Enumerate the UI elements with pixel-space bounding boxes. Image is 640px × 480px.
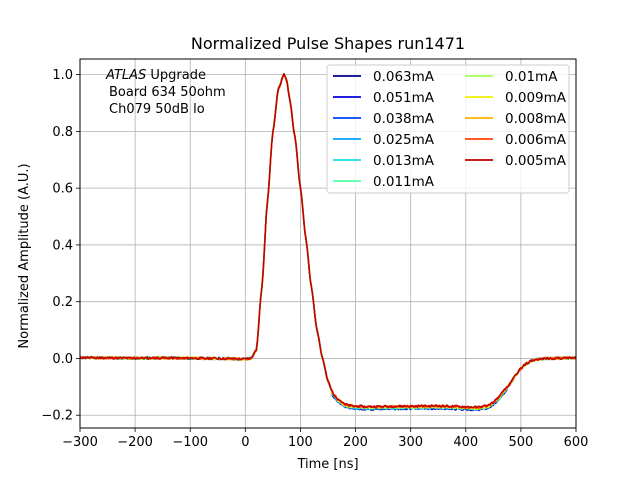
- axes-frame: [79, 58, 577, 429]
- annotation-line-3: Ch079 50dB lo: [109, 102, 205, 117]
- legend-label: 0.013mA: [373, 153, 435, 169]
- x-tick-label: 400: [453, 435, 478, 450]
- legend-box: [326, 64, 570, 194]
- y-tick-label: 0.8: [52, 125, 73, 140]
- legend-label: 0.011mA: [373, 174, 435, 190]
- y-axis-label: Normalized Amplitude (A.U.): [17, 163, 32, 348]
- legend-label: 0.025mA: [373, 132, 435, 148]
- x-tick-label: 600: [564, 435, 589, 450]
- x-tick-label: 500: [508, 435, 533, 450]
- legend-label: 0.01mA: [505, 69, 558, 85]
- series-layer: [79, 72, 577, 412]
- legend-label: 0.051mA: [373, 90, 435, 106]
- legend-label: 0.006mA: [505, 132, 567, 148]
- legend-label: 0.008mA: [505, 111, 567, 127]
- x-tick-label: 200: [343, 435, 368, 450]
- legend: 0.063mA 0.051mA 0.038mA 0.025mA 0.013mA 0.011…: [326, 64, 570, 194]
- y-tick-label: 0.2: [52, 295, 73, 310]
- x-tick-label: −300: [62, 435, 98, 450]
- x-axis-label: Time [ns]: [296, 457, 358, 472]
- annotation-upgrade: Upgrade: [146, 68, 206, 83]
- y-tick-label: 0.0: [52, 352, 73, 367]
- annotation-atlas: ATLAS: [105, 68, 146, 83]
- x-tick-label: 100: [288, 435, 313, 450]
- atlas-annotation: ATLAS Upgrade Board 634 50ohm Ch079 50dB…: [105, 68, 226, 117]
- y-tick-label: 0.6: [52, 182, 73, 197]
- x-tick-label: 0: [241, 435, 249, 450]
- legend-label: 0.005mA: [505, 153, 567, 169]
- x-tick-label: −100: [172, 435, 208, 450]
- legend-label: 0.063mA: [373, 69, 435, 85]
- y-tick-label: −0.2: [41, 409, 73, 424]
- y-tick-label: 1.0: [52, 68, 73, 83]
- x-tick-label: 300: [398, 435, 423, 450]
- y-tick-label: 0.4: [52, 238, 73, 253]
- annotation-line-1: ATLAS Upgrade: [105, 68, 206, 83]
- annotation-line-2: Board 634 50ohm: [109, 85, 226, 100]
- series-line-0-005mA: [79, 72, 577, 409]
- legend-label: 0.009mA: [505, 90, 567, 106]
- ticks-layer: −300 −200 −100 0 100 200 300 400 500 600 −0.2 0.0 0.…: [41, 68, 588, 450]
- legend-label: 0.038mA: [373, 111, 435, 127]
- chart-title: Normalized Pulse Shapes run1471: [191, 34, 465, 53]
- x-tick-label: −200: [117, 435, 153, 450]
